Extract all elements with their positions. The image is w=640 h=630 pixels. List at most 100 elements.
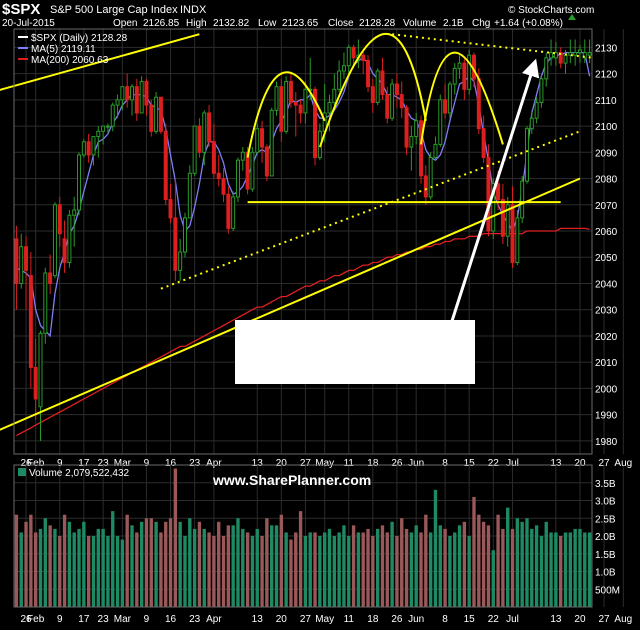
volume-bar — [361, 532, 365, 607]
legend-ma5: MA(5) 2119.11 — [31, 44, 96, 55]
candle-down — [260, 128, 265, 148]
candle-up — [52, 204, 57, 277]
candle-down — [481, 128, 486, 159]
volume-bar — [573, 528, 577, 607]
candle-up — [568, 52, 573, 56]
candle-down — [158, 96, 163, 132]
candle-up — [240, 151, 245, 161]
candle-down — [476, 78, 481, 130]
volume-bar — [111, 511, 115, 607]
volume-x-tick-label: Mar — [114, 614, 132, 625]
volume-bar — [366, 528, 370, 607]
price-y-tick-label: 2020 — [595, 332, 618, 343]
low-value: 2123.65 — [282, 18, 319, 29]
volume-x-tick-label: 9 — [57, 614, 63, 625]
volume-x-tick-label: 26 — [391, 614, 403, 625]
low-label: Low — [258, 18, 277, 29]
volume-bar — [135, 532, 139, 607]
candle-up — [120, 86, 125, 101]
volume-bar — [414, 525, 418, 607]
volume-bar — [322, 532, 327, 607]
candle-up — [524, 128, 529, 182]
volume-bar — [168, 518, 173, 607]
volume-bar — [501, 528, 505, 607]
annotation-line-1: Broke the downtrend off of the — [243, 324, 447, 340]
volume-x-tick-label: 8 — [442, 614, 448, 625]
candle-down — [173, 217, 178, 271]
volume-bar — [530, 528, 534, 607]
volume-bar — [308, 532, 312, 607]
volume-bar — [424, 514, 428, 607]
price-x-tick-label: 9 — [144, 458, 150, 469]
volume-bar — [62, 514, 67, 607]
volume-bar — [520, 521, 524, 607]
volume-bar — [587, 532, 592, 607]
candle-down — [361, 54, 366, 61]
volume-bar — [115, 536, 120, 607]
volume-x-tick-label: 26 — [20, 614, 32, 625]
candle-up — [563, 54, 568, 64]
volume-bar — [356, 532, 361, 607]
candle-down — [168, 199, 173, 219]
volume-bar — [438, 525, 442, 607]
legend-price: $SPX (Daily) 2128.28 — [31, 33, 128, 44]
volume-y-tick-label: 3.0B — [595, 497, 616, 508]
candle-up — [457, 62, 462, 69]
candle-up — [231, 196, 236, 229]
candle-up — [235, 159, 240, 198]
volume-bar — [159, 532, 163, 607]
price-y-tick-label: 2070 — [595, 201, 618, 212]
volume-y-tick-label: 2.5B — [595, 514, 616, 525]
trendline-solid — [0, 33, 200, 91]
volume-x-tick-label: 11 — [344, 614, 355, 625]
candle-up — [534, 101, 539, 119]
price-x-tick-label: 23 — [98, 458, 110, 469]
candle-up — [327, 101, 332, 114]
candle-down — [351, 46, 356, 59]
volume-bar — [525, 518, 529, 607]
volume-bar — [539, 536, 544, 607]
candle-up — [447, 83, 452, 114]
volume-bar — [48, 525, 52, 607]
volume-bar — [19, 532, 23, 607]
candle-up — [139, 80, 144, 114]
candle-up — [274, 86, 279, 111]
candle-up — [110, 104, 115, 127]
candle-down — [264, 146, 269, 177]
volume-bar — [298, 511, 303, 607]
candle-down — [226, 193, 231, 229]
candle-down — [14, 238, 19, 284]
candle-down — [510, 204, 515, 263]
volume-x-tick-label: 16 — [165, 614, 177, 625]
volume-bar — [462, 521, 467, 607]
volume-x-tick-label: 27 — [300, 614, 312, 625]
candle-down — [298, 104, 303, 114]
volume-bar — [453, 532, 457, 607]
volume-bar — [82, 521, 86, 607]
volume-bar — [409, 532, 414, 607]
price-x-tick-label: Apr — [206, 458, 222, 469]
volume-bar — [433, 489, 438, 607]
volume-bar — [351, 525, 356, 607]
candle-down — [399, 94, 404, 109]
volume-bar — [188, 518, 192, 607]
candle-down — [293, 101, 298, 106]
candle-down — [245, 151, 250, 190]
volume-bar — [197, 521, 202, 607]
volume-x-tick-label: Jun — [408, 614, 424, 625]
volume-bar — [91, 536, 96, 607]
volume-bar — [563, 532, 568, 607]
volume-bar — [472, 496, 476, 607]
volume-bar — [226, 525, 231, 607]
candle-up — [582, 52, 587, 59]
volume-bar — [568, 532, 573, 607]
candle-down — [144, 80, 149, 106]
ma5-line — [16, 51, 591, 338]
volume-y-tick-label: 2.0B — [595, 532, 616, 543]
candle-up — [549, 52, 554, 59]
candle-up — [544, 57, 549, 80]
candle-up — [587, 52, 592, 56]
volume-bar — [342, 525, 346, 607]
candle-up — [491, 183, 496, 232]
volume-y-tick-label: 500M — [595, 585, 620, 596]
